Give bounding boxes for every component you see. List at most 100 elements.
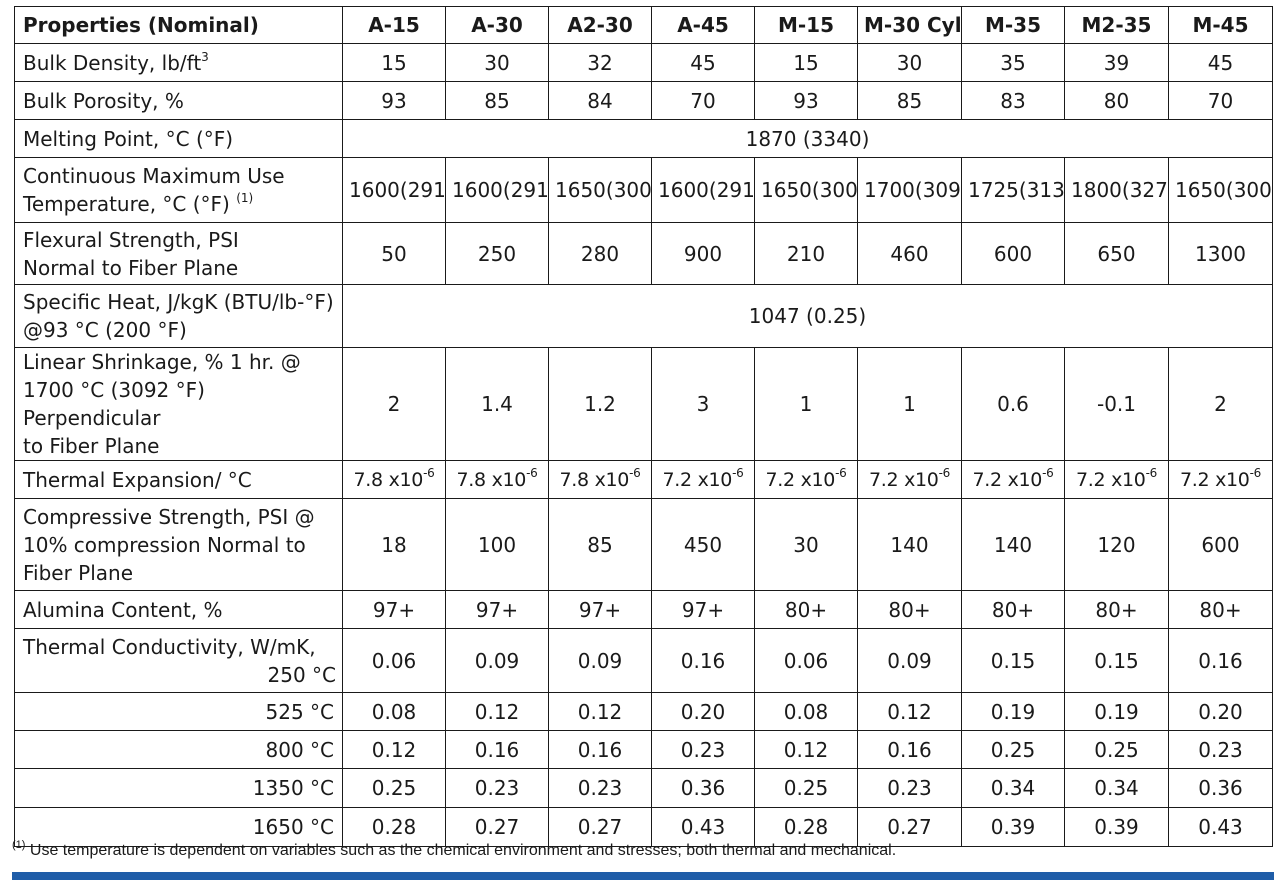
label-line: 1700 °C (3092 °F) Perpendicular bbox=[23, 378, 205, 430]
cell-line: (3002) bbox=[1225, 178, 1272, 202]
exponent: -6 bbox=[732, 466, 744, 481]
exponent: -6 bbox=[938, 466, 951, 481]
table-cell: 0.36 bbox=[651, 768, 755, 808]
table-cell: 0.12 bbox=[754, 730, 858, 769]
table-cell: 0.25 bbox=[961, 730, 1065, 769]
table-cell: 84 bbox=[548, 81, 652, 120]
table-cell: 30 bbox=[445, 43, 549, 82]
table-row: 525 °C 0.08 0.12 0.12 0.20 0.08 0.12 0.1… bbox=[14, 692, 1273, 731]
cell-line: (3272) bbox=[1121, 178, 1168, 202]
table-cell: 93 bbox=[342, 81, 446, 120]
table-cell: 0.19 bbox=[1064, 692, 1169, 731]
table-row: 800 °C 0.12 0.16 0.16 0.23 0.12 0.16 0.2… bbox=[14, 730, 1273, 769]
column-header: A-15 bbox=[342, 6, 446, 44]
table-cell: 0.16 bbox=[651, 628, 755, 693]
table-cell: 1600(2912) bbox=[342, 157, 446, 223]
footnote-text: Use temperature is dependent on variable… bbox=[25, 842, 897, 859]
table-cell: 210 bbox=[754, 222, 858, 285]
label-line: to Fiber Plane bbox=[23, 434, 160, 458]
table-row: Bulk Porosity, % 93 85 84 70 93 85 83 80… bbox=[14, 81, 1273, 120]
table-cell: 120 bbox=[1064, 498, 1169, 591]
table-cell: 0.23 bbox=[445, 768, 549, 808]
table-cell: 900 bbox=[651, 222, 755, 285]
footnote-marker: (1) bbox=[12, 838, 26, 851]
table-cell: 80 bbox=[1064, 81, 1169, 120]
row-label: 1650 °C bbox=[14, 807, 343, 847]
cell-line: 1725 bbox=[968, 178, 1019, 202]
exponent: -6 bbox=[629, 466, 641, 481]
row-label: Bulk Porosity, % bbox=[14, 81, 343, 120]
cell-base: 7.8 x10 bbox=[353, 468, 424, 491]
label-line: Linear Shrinkage, % 1 hr. @ bbox=[23, 350, 301, 374]
table-cell: 0.39 bbox=[1064, 807, 1169, 847]
footnote-marker: (1) bbox=[236, 191, 254, 206]
cell-base: 7.2 x10 bbox=[869, 468, 939, 491]
cell-base: 7.2 x10 bbox=[972, 468, 1043, 491]
row-label: Specific Heat, J/kgK (BTU/lb-°F) @93 °C … bbox=[14, 284, 343, 348]
table-cell: 0.08 bbox=[342, 692, 446, 731]
table-row: Linear Shrinkage, % 1 hr. @ 1700 °C (309… bbox=[14, 347, 1273, 461]
table-cell: 7.8 x10-6 bbox=[342, 460, 446, 499]
table-cell: 0.27 bbox=[548, 807, 652, 847]
table-cell: 600 bbox=[961, 222, 1065, 285]
table-cell: 3 bbox=[651, 347, 755, 461]
table-cell: 7.2 x10-6 bbox=[857, 460, 962, 499]
cell-line: 1650 bbox=[1175, 178, 1226, 202]
table-cell: 140 bbox=[857, 498, 962, 591]
column-header: M-15 bbox=[754, 6, 858, 44]
footnote: (1) Use temperature is dependent on vari… bbox=[12, 838, 897, 860]
table-cell: 0.09 bbox=[857, 628, 962, 693]
table-cell: 0.15 bbox=[1064, 628, 1169, 693]
row-label: Continuous Maximum Use Temperature, °C (… bbox=[14, 157, 343, 223]
table-cell: 0.23 bbox=[651, 730, 755, 769]
row-label: 525 °C bbox=[14, 692, 343, 731]
table-cell: 0.6 bbox=[961, 347, 1065, 461]
label-line: Compressive Strength, PSI @ bbox=[23, 504, 315, 529]
table-cell: 7.8 x10-6 bbox=[548, 460, 652, 499]
table-cell: 18 bbox=[342, 498, 446, 591]
table-row: Continuous Maximum Use Temperature, °C (… bbox=[14, 157, 1273, 223]
cell-line: 1600 bbox=[658, 178, 709, 202]
table-row: Bulk Density, lb/ft3 15 30 32 45 15 30 3… bbox=[14, 43, 1273, 82]
label-line: 10% compression Normal to bbox=[23, 532, 306, 557]
table-row: Flexural Strength, PSI Normal to Fiber P… bbox=[14, 222, 1273, 285]
table-cell: 0.12 bbox=[445, 692, 549, 731]
label-line: Fiber Plane bbox=[23, 560, 134, 585]
table-cell: 70 bbox=[1168, 81, 1273, 120]
table-cell: 0.23 bbox=[857, 768, 962, 808]
table-cell: 0.20 bbox=[651, 692, 755, 731]
table-cell: 1650(3002) bbox=[548, 157, 652, 223]
cell-line: 1650 bbox=[555, 178, 606, 202]
label-text: Temperature, °C (°F) bbox=[23, 192, 230, 216]
column-header: A-30 bbox=[445, 6, 549, 44]
table-cell: 7.2 x10-6 bbox=[1064, 460, 1169, 499]
table-cell: 45 bbox=[1168, 43, 1273, 82]
row-label: Flexural Strength, PSI Normal to Fiber P… bbox=[14, 222, 343, 285]
merged-cell: 1047 (0.25) bbox=[342, 284, 1273, 348]
cell-base: 7.8 x10 bbox=[456, 468, 527, 491]
merged-cell: 1870 (3340) bbox=[342, 119, 1273, 158]
label-line: @93 °C (200 °F) bbox=[23, 318, 187, 342]
table-cell: 85 bbox=[445, 81, 549, 120]
table-cell: 83 bbox=[961, 81, 1065, 120]
table-cell: 1 bbox=[754, 347, 858, 461]
cell-line: (2912) bbox=[399, 178, 446, 202]
table-cell: 280 bbox=[548, 222, 652, 285]
table-cell: 0.06 bbox=[342, 628, 446, 693]
column-header: M-35 bbox=[961, 6, 1065, 44]
table-cell: 35 bbox=[961, 43, 1065, 82]
cell-line: 1650 bbox=[761, 178, 812, 202]
table-cell: 0.25 bbox=[1064, 730, 1169, 769]
exponent: -6 bbox=[1042, 466, 1054, 481]
label-line: Specific Heat, J/kgK (BTU/lb-°F) bbox=[23, 290, 334, 314]
table-cell: 0.23 bbox=[548, 768, 652, 808]
table-cell: 0.12 bbox=[342, 730, 446, 769]
exponent: -6 bbox=[423, 466, 435, 481]
bottom-accent-bar bbox=[12, 872, 1274, 880]
table-cell: 97+ bbox=[342, 590, 446, 629]
table-cell: 460 bbox=[857, 222, 962, 285]
table-cell: 2 bbox=[342, 347, 446, 461]
exponent: -6 bbox=[1249, 466, 1262, 481]
table-cell: 0.28 bbox=[342, 807, 446, 847]
cell-base: 7.8 x10 bbox=[559, 468, 630, 491]
